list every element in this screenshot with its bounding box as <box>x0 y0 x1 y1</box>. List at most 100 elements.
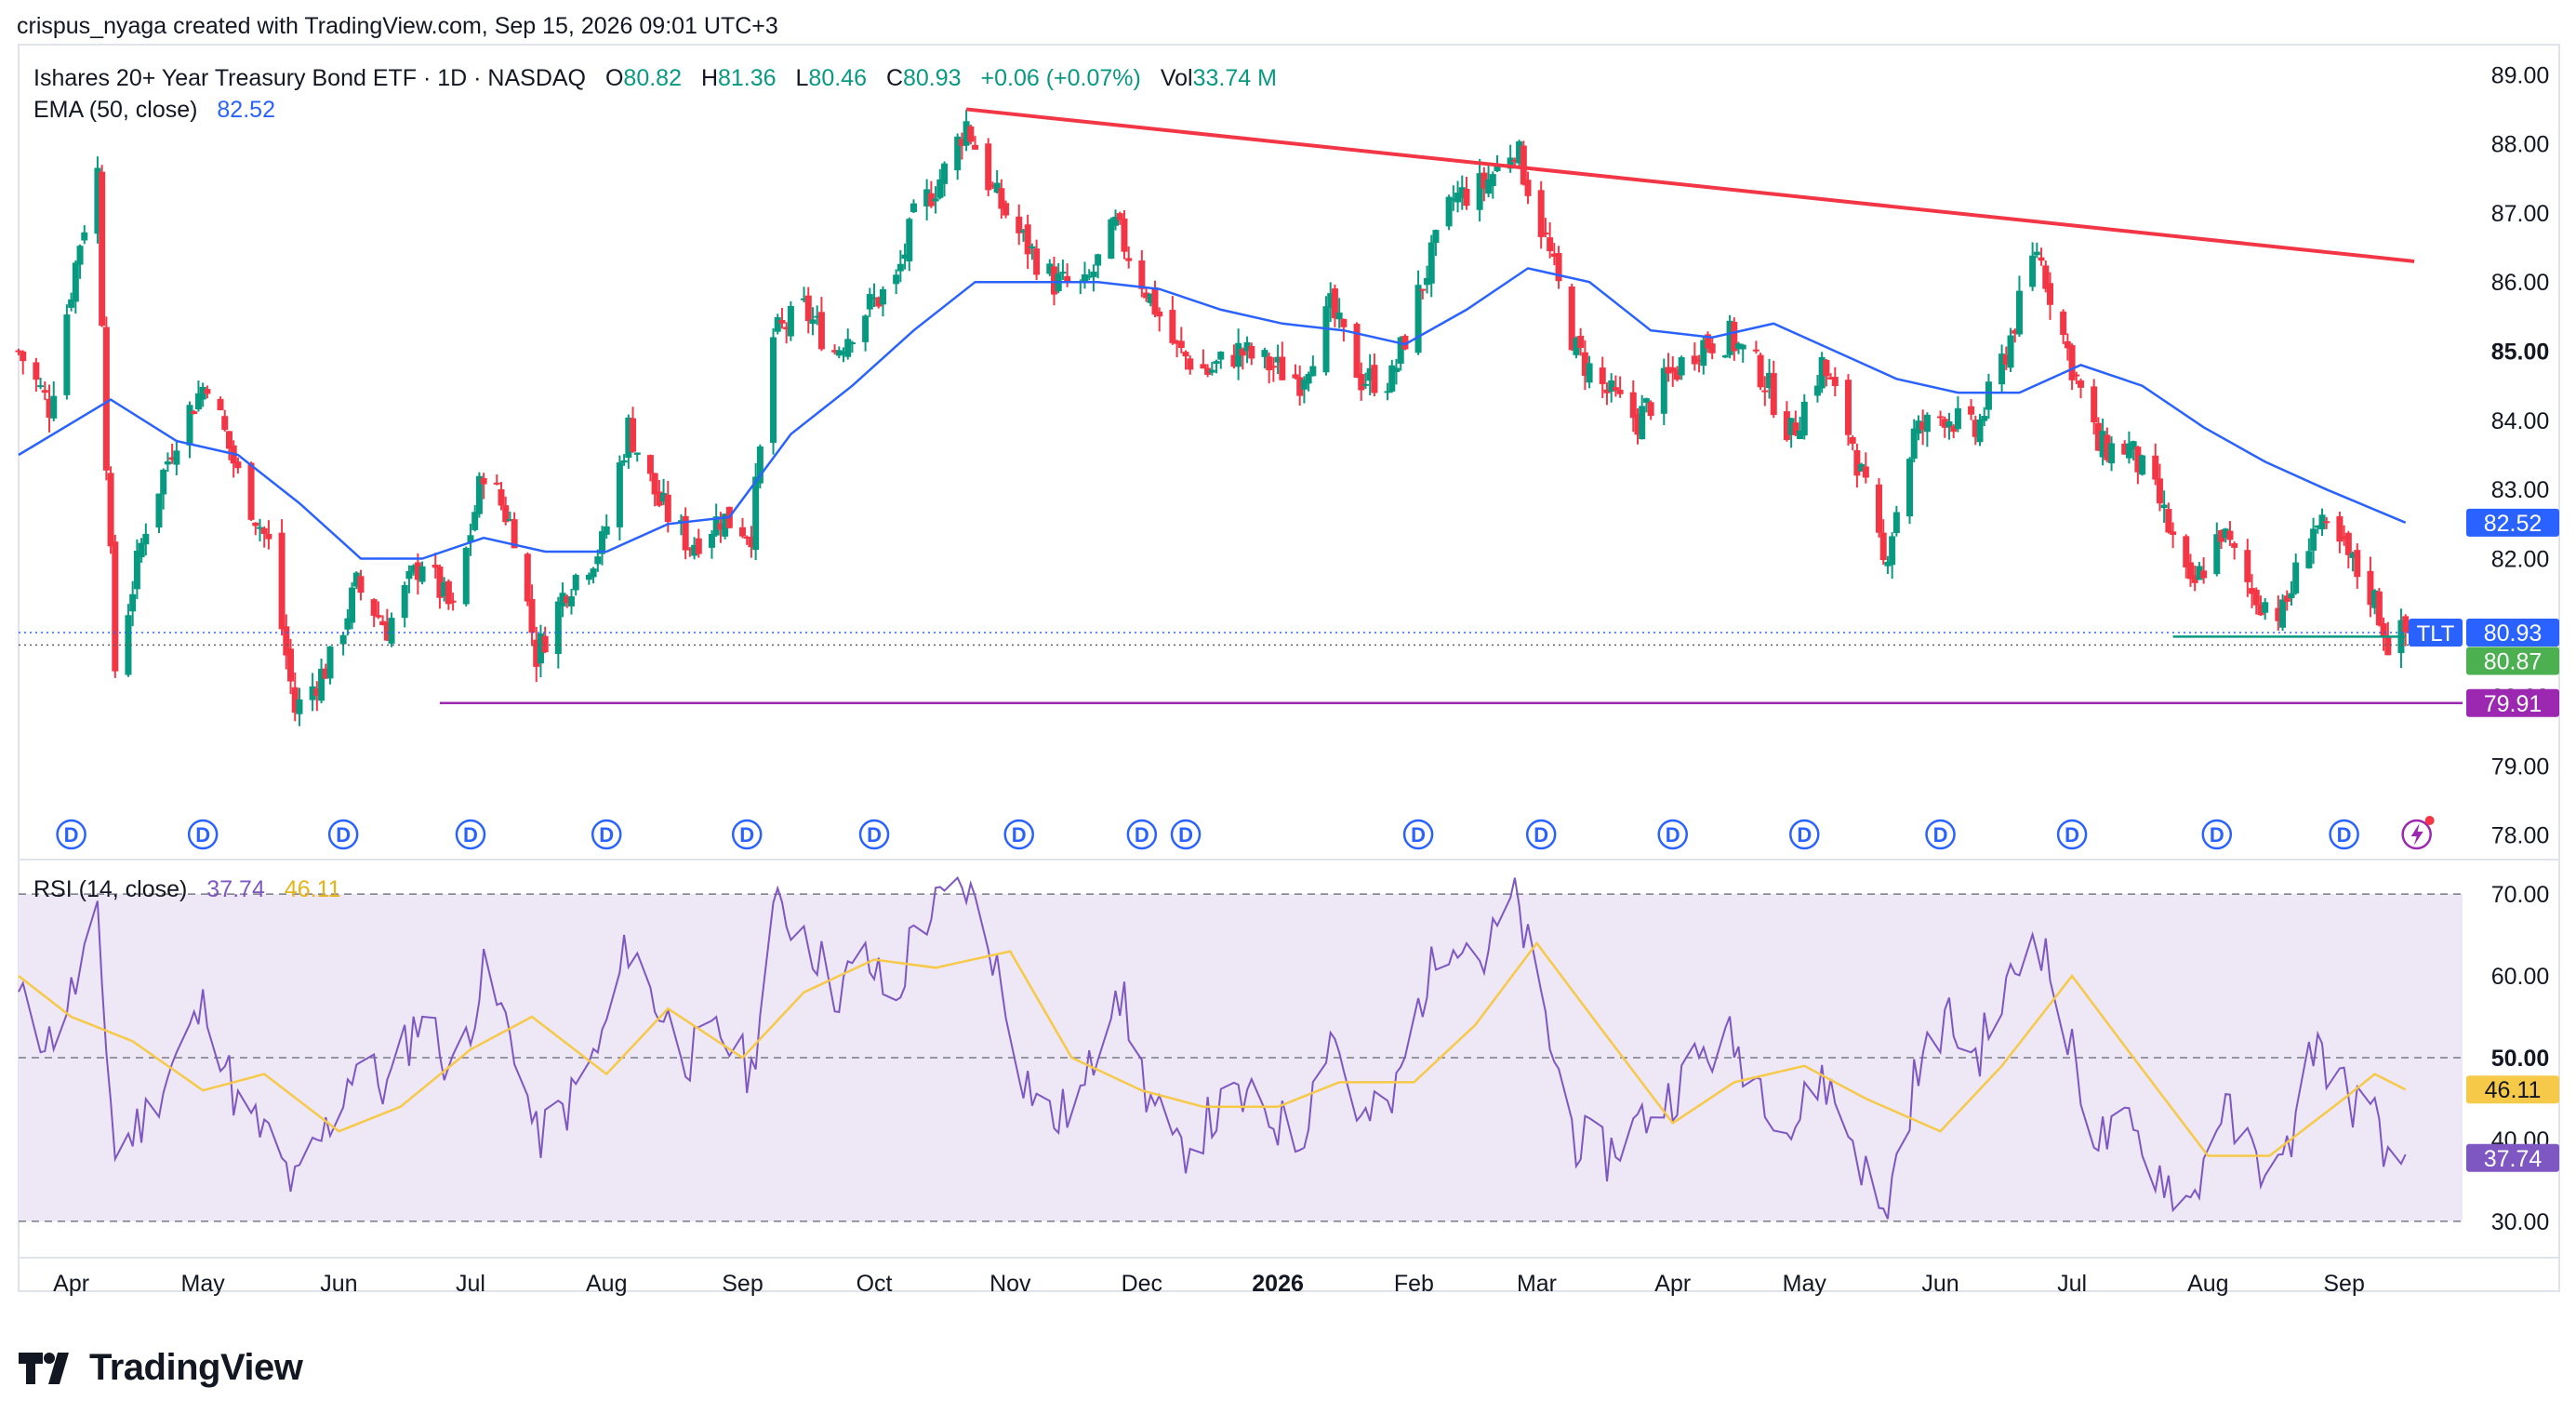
tradingview-brand[interactable]: TradingView <box>19 1347 303 1389</box>
candle-down <box>1371 365 1378 393</box>
candle-up <box>559 593 566 607</box>
candle-down <box>15 350 22 353</box>
candle-down <box>1581 352 1588 376</box>
dividend-icon <box>2329 819 2359 850</box>
dividend-icon-letter: D <box>2210 823 2224 847</box>
candle-up <box>993 182 1001 193</box>
candle-up <box>1813 385 1821 396</box>
candle-up <box>801 298 808 300</box>
candle-down <box>2384 635 2392 656</box>
candle-up <box>809 319 817 325</box>
candle-down <box>1761 390 1769 393</box>
candle-up <box>1800 401 1808 436</box>
candle-down <box>686 548 694 551</box>
rsi-tick-label: 70.00 <box>2491 882 2550 908</box>
candle-down <box>1673 369 1680 380</box>
candle-up <box>1208 369 1215 373</box>
candle-down <box>1524 180 1532 196</box>
candle-down <box>1050 266 1057 295</box>
candle-down <box>313 687 321 697</box>
candle-down <box>682 515 689 551</box>
candle-down <box>234 461 242 469</box>
candle-down <box>107 473 114 547</box>
candle-up <box>2305 551 2313 568</box>
candle-up <box>862 315 870 342</box>
candle-down <box>2012 329 2019 334</box>
candle-up <box>1217 351 1225 360</box>
candle-down <box>322 668 329 679</box>
candle-up <box>1305 373 1312 384</box>
candle-down <box>524 553 531 602</box>
dividend-icon-letter: D <box>1933 823 1948 847</box>
candle-down <box>1003 203 1010 216</box>
candle-up <box>879 288 886 305</box>
rsi-value-tag <box>2466 1075 2559 1104</box>
time-axis: Apr May Jun Jul Aug Sep Oct Nov Dec 2026 Feb Mar Apr… <box>53 1271 2365 1297</box>
candle-up <box>633 452 641 455</box>
candle-up <box>1639 406 1646 440</box>
candle-down <box>1849 436 1856 444</box>
candle-down <box>41 390 48 393</box>
candle-down <box>1879 532 1887 561</box>
candle-down <box>1577 335 1585 348</box>
candle-down <box>383 621 391 641</box>
candle-up <box>142 533 150 545</box>
candle-down <box>738 527 746 537</box>
candle-down <box>1292 374 1299 379</box>
candle-down <box>265 533 272 540</box>
dividend-icon <box>1789 819 1820 850</box>
candle-down <box>1550 253 1558 257</box>
candle-up <box>722 513 729 537</box>
symbol-title[interactable]: Ishares 20+ Year Treasury Bond ETF · 1D … <box>33 65 587 91</box>
candle-down <box>2323 521 2330 524</box>
price-tick-label: 82.00 <box>2491 546 2550 572</box>
candle-up <box>63 314 71 395</box>
dividend-icon <box>1525 819 1557 850</box>
dividend-icon <box>1925 819 1956 850</box>
candle-up <box>1884 561 1892 567</box>
candle-up <box>401 584 408 619</box>
candle-up <box>37 385 45 388</box>
candle-down <box>1568 286 1575 351</box>
candle-down <box>1116 213 1123 220</box>
rsi-line <box>18 875 2407 1220</box>
candle-down <box>414 562 421 580</box>
rsi-legend[interactable]: RSI (14, close) 37.74 46.11 <box>33 876 341 903</box>
candle-up <box>1892 512 1900 534</box>
candle-up <box>1489 174 1496 187</box>
candle-up <box>1432 230 1440 244</box>
candle-down <box>2165 509 2172 533</box>
candle-down <box>1844 380 1852 435</box>
dividend-icon <box>2201 819 2233 850</box>
candle-up <box>186 405 193 446</box>
dividend-icon <box>591 819 622 850</box>
candle-up <box>309 686 316 700</box>
candle-down <box>2200 570 2208 579</box>
candle-up <box>870 297 878 300</box>
price-tick-label: 88.00 <box>2491 132 2550 158</box>
candle-down <box>2121 443 2129 455</box>
candle-up <box>774 317 781 332</box>
open-label: O <box>604 65 624 91</box>
candle-up <box>339 634 347 645</box>
candle-up <box>1985 381 1992 410</box>
candle-up <box>418 566 426 582</box>
rsi-tick-label: 30.00 <box>2491 1209 2550 1235</box>
time-tick-label: Jul <box>2057 1271 2087 1297</box>
candle-up <box>1818 356 1826 389</box>
ema-legend[interactable]: EMA (50, close) 82.52 <box>33 97 275 124</box>
candle-up <box>1445 196 1453 227</box>
candle-down <box>2152 455 2159 480</box>
candle-down <box>1187 358 1194 370</box>
candle-down <box>2002 354 2010 365</box>
rsi-tick-label: 50.00 <box>2491 1046 2550 1072</box>
candle-down <box>1177 340 1185 349</box>
candle-down <box>432 565 439 568</box>
candle-down <box>2226 530 2234 540</box>
candle-up <box>1085 275 1093 278</box>
change-value: +0.06 (+0.07%) <box>980 65 1141 91</box>
dividend-icon <box>455 819 486 850</box>
time-tick-label: Dec <box>1122 1271 1162 1297</box>
candle-down <box>875 297 883 307</box>
